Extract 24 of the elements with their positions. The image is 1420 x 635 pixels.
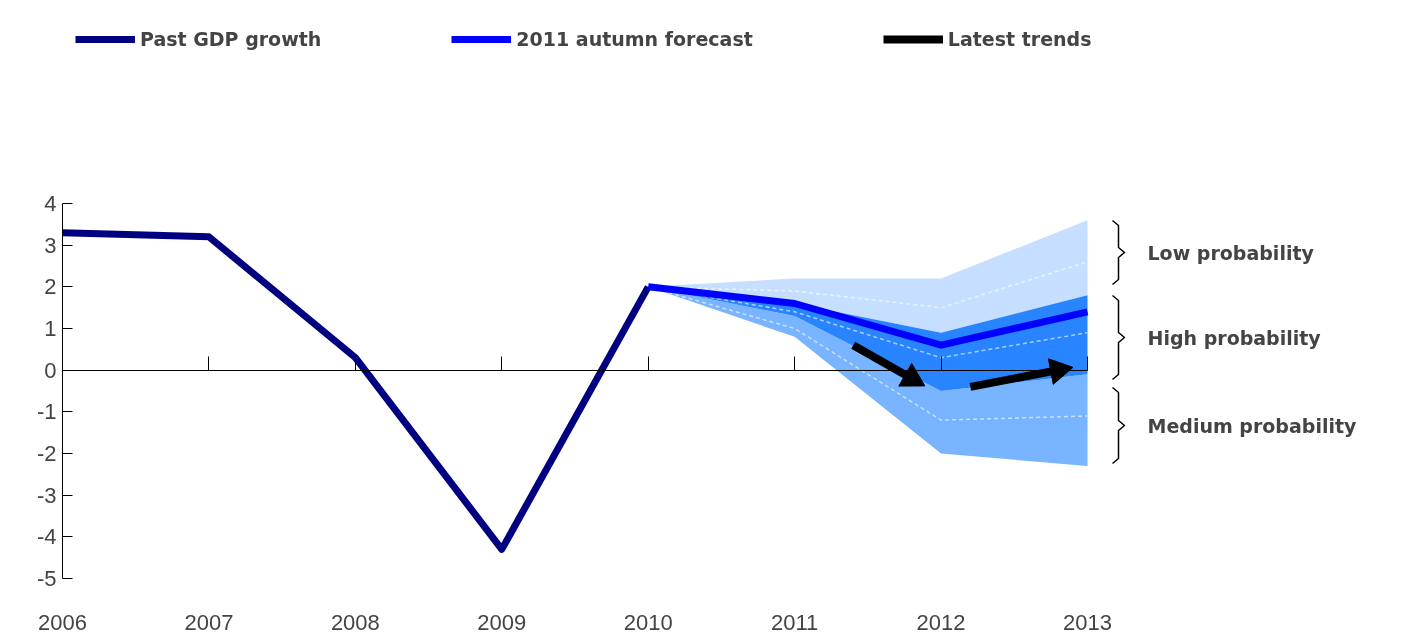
- y-tick-label: -4: [36, 524, 57, 550]
- y-tick-label: 0: [44, 357, 57, 383]
- text: High probability: [1147, 326, 1322, 349]
- text: Medium probability: [1147, 414, 1358, 437]
- x-tick-label: 2007: [184, 609, 234, 635]
- x-tick-label: 2013: [1063, 609, 1112, 635]
- y-tick-label: 2: [44, 274, 57, 300]
- x-tick-label: 2008: [330, 609, 380, 635]
- y-tick-label: -3: [36, 482, 57, 508]
- text: Low probability: [1147, 241, 1315, 264]
- x-tick-label: 2011: [770, 609, 819, 635]
- y-tick-label: -1: [36, 399, 57, 425]
- y-tick-label: 3: [44, 232, 57, 258]
- legend-label: 2011 autumn forecast: [516, 28, 753, 50]
- y-tick-label: -5: [36, 566, 57, 591]
- x-tick-label: 2006: [38, 609, 87, 635]
- x-tick-label: 2010: [623, 609, 673, 635]
- y-tick-label: -2: [36, 441, 57, 466]
- y-tick-label: 1: [44, 316, 57, 341]
- y-tick-label: 4: [44, 191, 57, 216]
- x-tick-label: 2012: [916, 609, 966, 635]
- x-tick-label: 2009: [477, 609, 527, 635]
- legend-label: Latest trends: [947, 28, 1092, 50]
- legend-label: Past GDP growth: [140, 28, 322, 50]
